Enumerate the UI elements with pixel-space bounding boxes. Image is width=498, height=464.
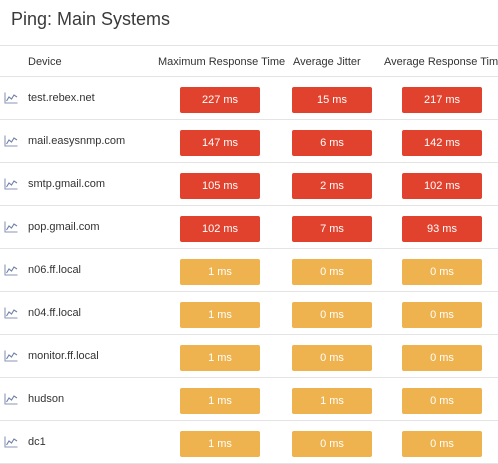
max-response-time-value: 105 ms	[180, 173, 260, 199]
table-row[interactable]: mail.easysnmp.com 147 ms 6 ms 142 ms	[0, 120, 498, 163]
device-name[interactable]: dc1	[28, 436, 46, 448]
average-response-time-value: 142 ms	[402, 130, 482, 156]
ping-table: Device Maximum Response Time Average Jit…	[0, 45, 498, 464]
max-response-time-value: 147 ms	[180, 130, 260, 156]
device-name[interactable]: hudson	[28, 393, 65, 405]
device-name[interactable]: n06.ff.local	[28, 264, 82, 276]
line-chart-icon[interactable]	[4, 178, 18, 190]
header-average-response-time: Average Response Time	[384, 56, 498, 68]
max-response-time-value: 1 ms	[180, 302, 260, 328]
average-jitter-value: 0 ms	[292, 259, 372, 285]
average-jitter-value: 7 ms	[292, 216, 372, 242]
device-name[interactable]: smtp.gmail.com	[28, 178, 106, 190]
average-jitter-value: 2 ms	[292, 173, 372, 199]
line-chart-icon[interactable]	[4, 307, 18, 319]
line-chart-icon[interactable]	[4, 436, 18, 448]
header-device: Device	[28, 56, 62, 68]
device-name[interactable]: mail.easysnmp.com	[28, 135, 126, 147]
device-name[interactable]: monitor.ff.local	[28, 350, 99, 362]
max-response-time-value: 1 ms	[180, 388, 260, 414]
table-body: test.rebex.net 227 ms 15 ms 217 ms mail.easy…	[0, 77, 498, 464]
table-header: Device Maximum Response Time Average Jit…	[0, 46, 498, 77]
max-response-time-value: 102 ms	[180, 216, 260, 242]
device-name[interactable]: test.rebex.net	[28, 92, 95, 104]
line-chart-icon[interactable]	[4, 221, 18, 233]
line-chart-icon[interactable]	[4, 350, 18, 362]
average-response-time-value: 102 ms	[402, 173, 482, 199]
line-chart-icon[interactable]	[4, 92, 18, 104]
table-row[interactable]: smtp.gmail.com 105 ms 2 ms 102 ms	[0, 163, 498, 206]
average-response-time-value: 0 ms	[402, 388, 482, 414]
average-response-time-value: 0 ms	[402, 259, 482, 285]
line-chart-icon[interactable]	[4, 135, 18, 147]
table-row[interactable]: n06.ff.local 1 ms 0 ms 0 ms	[0, 249, 498, 292]
max-response-time-value: 1 ms	[180, 259, 260, 285]
table-row[interactable]: test.rebex.net 227 ms 15 ms 217 ms	[0, 77, 498, 120]
line-chart-icon[interactable]	[4, 264, 18, 276]
header-max-response-time: Maximum Response Time	[158, 56, 286, 68]
table-row[interactable]: monitor.ff.local 1 ms 0 ms 0 ms	[0, 335, 498, 378]
average-response-time-value: 0 ms	[402, 431, 482, 457]
average-jitter-value: 0 ms	[292, 345, 372, 371]
average-jitter-value: 15 ms	[292, 87, 372, 113]
page-title: Ping: Main Systems	[11, 9, 171, 29]
table-row[interactable]: dc1 1 ms 0 ms 0 ms	[0, 421, 498, 464]
average-response-time-value: 0 ms	[402, 302, 482, 328]
average-jitter-value: 6 ms	[292, 130, 372, 156]
max-response-time-value: 1 ms	[180, 345, 260, 371]
average-response-time-value: 93 ms	[402, 216, 482, 242]
device-name[interactable]: n04.ff.local	[28, 307, 82, 319]
average-jitter-value: 0 ms	[292, 302, 372, 328]
average-response-time-value: 217 ms	[402, 87, 482, 113]
line-chart-icon[interactable]	[4, 393, 18, 405]
average-response-time-value: 0 ms	[402, 345, 482, 371]
table-row[interactable]: hudson 1 ms 1 ms 0 ms	[0, 378, 498, 421]
device-name[interactable]: pop.gmail.com	[28, 221, 100, 233]
table-row[interactable]: n04.ff.local 1 ms 0 ms 0 ms	[0, 292, 498, 335]
table-row[interactable]: pop.gmail.com 102 ms 7 ms 93 ms	[0, 206, 498, 249]
max-response-time-value: 227 ms	[180, 87, 260, 113]
average-jitter-value: 1 ms	[292, 388, 372, 414]
header-average-jitter: Average Jitter	[293, 56, 361, 68]
max-response-time-value: 1 ms	[180, 431, 260, 457]
average-jitter-value: 0 ms	[292, 431, 372, 457]
